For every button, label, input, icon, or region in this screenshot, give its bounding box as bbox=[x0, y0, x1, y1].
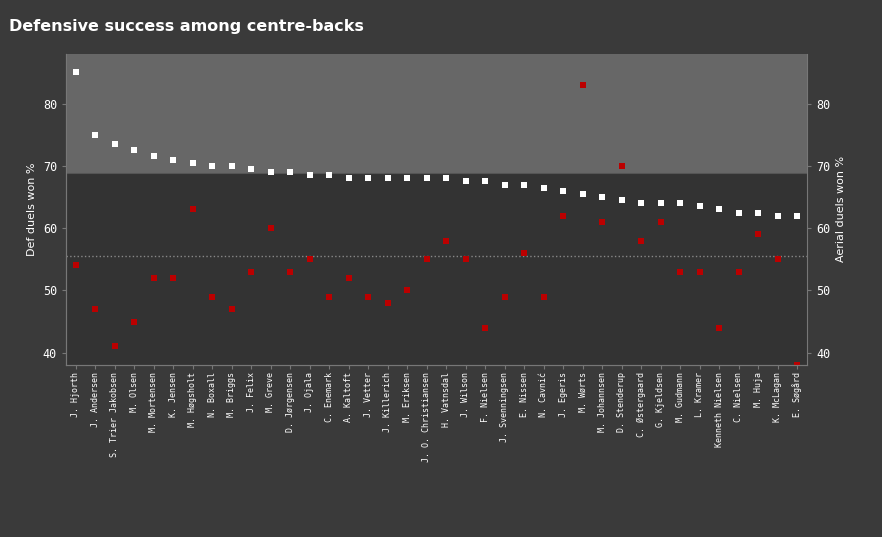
Point bbox=[673, 199, 687, 207]
Point bbox=[615, 162, 629, 170]
Point bbox=[342, 174, 356, 183]
Point bbox=[244, 165, 258, 173]
Text: Defensive success among centre-backs: Defensive success among centre-backs bbox=[9, 19, 363, 34]
Point bbox=[459, 177, 473, 186]
Point bbox=[88, 130, 102, 139]
Point bbox=[557, 212, 571, 220]
Point bbox=[732, 267, 746, 276]
Point bbox=[69, 68, 83, 77]
Point bbox=[88, 305, 102, 314]
Point bbox=[362, 292, 376, 301]
Point bbox=[69, 261, 83, 270]
Point bbox=[283, 267, 297, 276]
Point bbox=[478, 323, 492, 332]
Point bbox=[127, 317, 141, 326]
Point bbox=[244, 267, 258, 276]
Point bbox=[517, 249, 531, 257]
Point bbox=[790, 361, 804, 369]
Point bbox=[322, 292, 336, 301]
Point bbox=[771, 255, 785, 264]
Point bbox=[537, 183, 551, 192]
Point bbox=[186, 158, 200, 167]
Point bbox=[692, 202, 706, 211]
Point bbox=[400, 174, 415, 183]
Point bbox=[654, 217, 668, 226]
Point bbox=[751, 230, 766, 238]
Point bbox=[595, 217, 609, 226]
Point bbox=[127, 146, 141, 155]
Point bbox=[537, 292, 551, 301]
Point bbox=[790, 212, 804, 220]
Point bbox=[615, 196, 629, 205]
Point bbox=[654, 199, 668, 207]
Point bbox=[692, 267, 706, 276]
Point bbox=[400, 286, 415, 295]
Point bbox=[264, 224, 278, 233]
Point bbox=[362, 174, 376, 183]
Point bbox=[497, 180, 512, 189]
Point bbox=[634, 236, 648, 245]
Bar bbox=[66, 173, 807, 365]
Point bbox=[517, 180, 531, 189]
Point bbox=[303, 255, 317, 264]
Y-axis label: Def duels won %: Def duels won % bbox=[27, 163, 37, 256]
Point bbox=[497, 292, 512, 301]
Point bbox=[186, 205, 200, 214]
Point bbox=[576, 81, 590, 89]
Point bbox=[420, 255, 434, 264]
Point bbox=[439, 236, 453, 245]
Point bbox=[108, 140, 122, 148]
Point bbox=[167, 155, 181, 164]
Point bbox=[206, 292, 220, 301]
Point bbox=[146, 274, 161, 282]
Point bbox=[381, 299, 395, 307]
Point bbox=[576, 190, 590, 198]
Point bbox=[225, 162, 239, 170]
Point bbox=[264, 168, 278, 176]
Point bbox=[146, 152, 161, 161]
Point bbox=[713, 205, 727, 214]
Point bbox=[206, 162, 220, 170]
Point bbox=[673, 267, 687, 276]
Point bbox=[459, 255, 473, 264]
Point bbox=[595, 193, 609, 201]
Point bbox=[634, 199, 648, 207]
Point bbox=[557, 186, 571, 195]
Bar bbox=[66, 41, 807, 173]
Point bbox=[167, 274, 181, 282]
Point bbox=[478, 177, 492, 186]
Point bbox=[439, 174, 453, 183]
Point bbox=[283, 168, 297, 176]
Point bbox=[732, 208, 746, 217]
Point bbox=[303, 171, 317, 179]
Point bbox=[420, 174, 434, 183]
Point bbox=[225, 305, 239, 314]
Point bbox=[751, 208, 766, 217]
Point bbox=[713, 323, 727, 332]
Point bbox=[381, 174, 395, 183]
Point bbox=[108, 342, 122, 351]
Point bbox=[771, 212, 785, 220]
Point bbox=[322, 171, 336, 179]
Y-axis label: Aerial duels won %: Aerial duels won % bbox=[836, 156, 846, 263]
Point bbox=[342, 274, 356, 282]
